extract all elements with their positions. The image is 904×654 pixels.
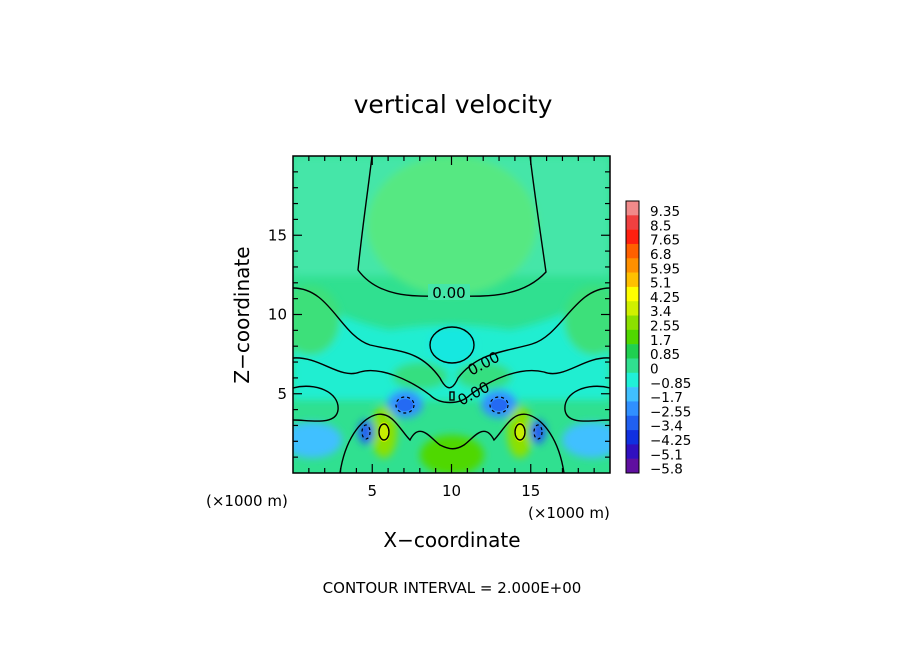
colorbar-swatch <box>626 315 639 331</box>
colorbar-swatch <box>626 301 639 316</box>
colorbar-label: 1.7 <box>650 333 671 349</box>
y-tick-label: 10 <box>268 306 287 324</box>
colorbar-label: 0.85 <box>650 347 680 363</box>
field-region <box>392 362 448 390</box>
contour-positive-left <box>378 423 390 441</box>
colorbar-label: −5.1 <box>650 447 683 463</box>
colorbar-swatch <box>626 229 639 245</box>
zero-contour-bubble <box>429 326 475 364</box>
field-region <box>428 325 476 365</box>
colorbar-label: −3.4 <box>650 419 683 435</box>
contour-label: 0.00 <box>432 284 465 302</box>
colorbar-label: 3.4 <box>650 304 671 320</box>
colorbar-label: 2.55 <box>650 319 680 335</box>
zero-contour-mid <box>293 287 610 389</box>
axis-ticks <box>293 156 610 473</box>
colorbar-label: 4.25 <box>650 290 680 306</box>
x-axis-title: X−coordinate <box>383 528 520 552</box>
colorbar-swatch <box>626 401 639 417</box>
colorbar-label: 5.95 <box>650 261 680 277</box>
colorbar-swatch <box>626 415 639 431</box>
colorbar-swatch <box>626 258 639 273</box>
colorbar-swatch <box>626 215 639 230</box>
z-unit-label: (×1000 m) <box>528 504 610 522</box>
field-region <box>456 362 512 390</box>
x-tick-label: 5 <box>367 482 377 500</box>
field-region <box>564 285 610 355</box>
plot-area: 0.00 0.00 0.00 <box>293 156 610 473</box>
x-tick-label: 15 <box>521 482 540 500</box>
colorbar-label: 7.65 <box>650 233 680 249</box>
zero-contour-bottom <box>339 413 565 473</box>
contour-interval-note: CONTOUR INTERVAL = 2.000E+00 <box>323 579 582 597</box>
x-tick-label: 10 <box>442 482 461 500</box>
field-region <box>562 422 610 458</box>
field-inner-blobs <box>378 399 526 442</box>
y-tick-label: 15 <box>268 226 287 244</box>
chart-title: vertical velocity <box>354 90 553 119</box>
x-unit-label: (×1000 m) <box>206 492 288 510</box>
colorbar-swatch <box>626 358 639 374</box>
colorbar-swatch <box>626 372 639 388</box>
colorbar-swatch <box>626 243 639 259</box>
colorbar-swatch <box>626 286 639 302</box>
colorbar-label: −4.25 <box>650 433 691 449</box>
colorbar-label: −5.8 <box>650 462 683 478</box>
colorbar-label: 8.5 <box>650 218 671 234</box>
field-region <box>530 420 546 444</box>
colorbar-label: −0.85 <box>650 376 691 392</box>
colorbar-label: −2.55 <box>650 404 691 420</box>
colorbar-label: 9.35 <box>650 204 680 220</box>
colorbar-swatch <box>626 272 639 288</box>
field-region <box>358 420 374 444</box>
zero-contour-left-lobe <box>293 385 339 422</box>
colorbar-swatch <box>626 344 639 359</box>
colorbar-label: 5.1 <box>650 276 671 292</box>
colorbar-swatch <box>626 201 639 216</box>
field-region <box>293 422 342 458</box>
contour-center-tick <box>449 391 455 401</box>
y-tick-label: 5 <box>277 385 287 403</box>
colorbar-swatch <box>626 430 639 445</box>
colorbar-swatch <box>626 444 639 459</box>
field-region <box>293 285 340 355</box>
colorbar: 9.358.57.656.85.955.14.253.42.551.70.850… <box>625 200 691 478</box>
field-region <box>367 156 537 295</box>
colorbar-label: 0 <box>650 361 659 377</box>
contour-lines-negative <box>361 396 543 440</box>
colorbar-swatch <box>626 329 639 345</box>
colorbar-swatch <box>626 458 639 474</box>
zero-contour-right-lobe <box>564 385 610 422</box>
contour-positive-right <box>514 423 526 441</box>
zero-contour-low <box>293 357 610 404</box>
colorbar-label: −1.7 <box>650 390 683 406</box>
colorbar-swatch <box>626 387 639 402</box>
colorbar-frame <box>625 200 640 474</box>
y-axis-title: Z−coordinate <box>230 246 254 383</box>
field-region <box>420 435 484 473</box>
colorbar-label: 6.8 <box>650 247 671 263</box>
